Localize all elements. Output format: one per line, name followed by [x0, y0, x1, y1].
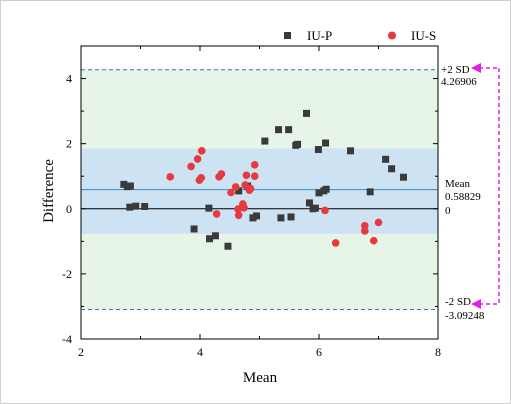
data-point-iu-p — [132, 202, 140, 210]
data-point-iu-s — [193, 155, 202, 163]
data-point-iu-p — [303, 109, 311, 117]
data-point-iu-s — [246, 184, 255, 193]
data-point-iu-s — [227, 188, 235, 197]
y-tick-label: -4 — [62, 332, 72, 346]
y-axis-label: Difference — [41, 159, 57, 223]
data-point-iu-s — [234, 211, 243, 220]
data-point-iu-p — [315, 189, 323, 197]
data-point-iu-p — [294, 140, 302, 148]
data-point-iu-p — [388, 165, 396, 173]
data-point-iu-p — [322, 185, 330, 193]
data-point-iu-s — [217, 170, 226, 178]
x-axis-label: Mean — [243, 370, 278, 386]
data-point-iu-p — [314, 146, 322, 154]
data-point-iu-p — [126, 182, 134, 190]
data-point-iu-p — [287, 213, 295, 221]
data-point-iu-s — [331, 239, 340, 247]
legend-marker-iu-p — [284, 32, 291, 39]
mean-value: 0.58829 — [445, 191, 481, 203]
data-point-iu-s — [166, 173, 175, 181]
data-point-iu-p — [305, 199, 313, 207]
data-point-iu-s — [231, 183, 240, 191]
data-point-iu-p — [347, 147, 355, 155]
data-point-iu-p — [277, 214, 285, 222]
data-point-iu-s — [241, 181, 250, 189]
data-point-iu-p — [211, 232, 219, 240]
lower-sd-label: -2 SD — [445, 296, 471, 308]
data-point-iu-s — [242, 171, 251, 180]
data-point-iu-s — [197, 147, 206, 155]
legend-marker-iu-s — [388, 31, 396, 40]
upper-sd-value: 4.26906 — [441, 76, 477, 88]
legend-label-iu-p: IU-P — [307, 28, 332, 43]
data-point-iu-s — [212, 210, 221, 218]
data-point-iu-s — [361, 227, 369, 235]
y-tick-label: 0 — [66, 202, 72, 216]
bracket-arrow-up — [471, 63, 481, 73]
y-tick-label: 2 — [66, 137, 72, 151]
y-tick-label: 4 — [66, 72, 72, 86]
data-point-iu-s — [240, 204, 248, 212]
upper-sd-label: +2 SD — [441, 64, 470, 76]
x-tick-label: 8 — [435, 345, 441, 359]
data-point-iu-p — [366, 188, 374, 196]
data-point-iu-s — [361, 221, 369, 230]
y-tick-label: -2 — [62, 267, 72, 281]
data-point-iu-p — [261, 137, 269, 145]
data-point-iu-p — [311, 204, 319, 212]
data-point-iu-p — [382, 155, 390, 163]
mean-label: Mean — [445, 178, 471, 190]
lower-sd-value: -3.09248 — [445, 310, 485, 322]
data-point-iu-p — [399, 173, 407, 181]
data-point-iu-p — [206, 235, 214, 243]
data-point-iu-p — [224, 242, 232, 250]
data-point-iu-s — [187, 162, 195, 171]
x-tick-label: 2 — [78, 345, 84, 359]
axis-ticks: 2 4 6 8 -4 -2 0 2 4 — [62, 45, 441, 359]
sd-range-bracket — [471, 63, 500, 309]
data-points — [120, 109, 407, 250]
data-point-iu-p — [126, 203, 134, 211]
data-point-iu-p — [322, 139, 330, 147]
data-point-iu-s — [234, 205, 242, 213]
data-point-iu-p — [190, 225, 198, 233]
data-point-iu-s — [250, 172, 259, 181]
data-point-iu-p — [205, 204, 213, 212]
zero-value: 0 — [445, 205, 451, 217]
legend-label-iu-s: IU-S — [411, 28, 436, 43]
data-point-iu-p — [249, 214, 257, 222]
data-point-iu-p — [275, 126, 283, 134]
data-point-iu-p — [253, 212, 261, 220]
legend: IU-P IU-S — [284, 28, 436, 43]
data-point-iu-p — [120, 180, 128, 188]
data-point-iu-s — [321, 206, 329, 215]
data-point-iu-p — [235, 187, 243, 195]
data-point-iu-p — [285, 126, 293, 134]
x-tick-label: 4 — [197, 345, 203, 359]
data-point-iu-s — [374, 218, 383, 227]
data-point-iu-s — [197, 174, 205, 182]
bracket-arrow-down — [471, 299, 481, 309]
x-tick-label: 6 — [316, 345, 322, 359]
data-point-iu-s — [250, 161, 259, 169]
data-point-iu-p — [141, 202, 149, 210]
data-point-iu-s — [369, 236, 378, 245]
